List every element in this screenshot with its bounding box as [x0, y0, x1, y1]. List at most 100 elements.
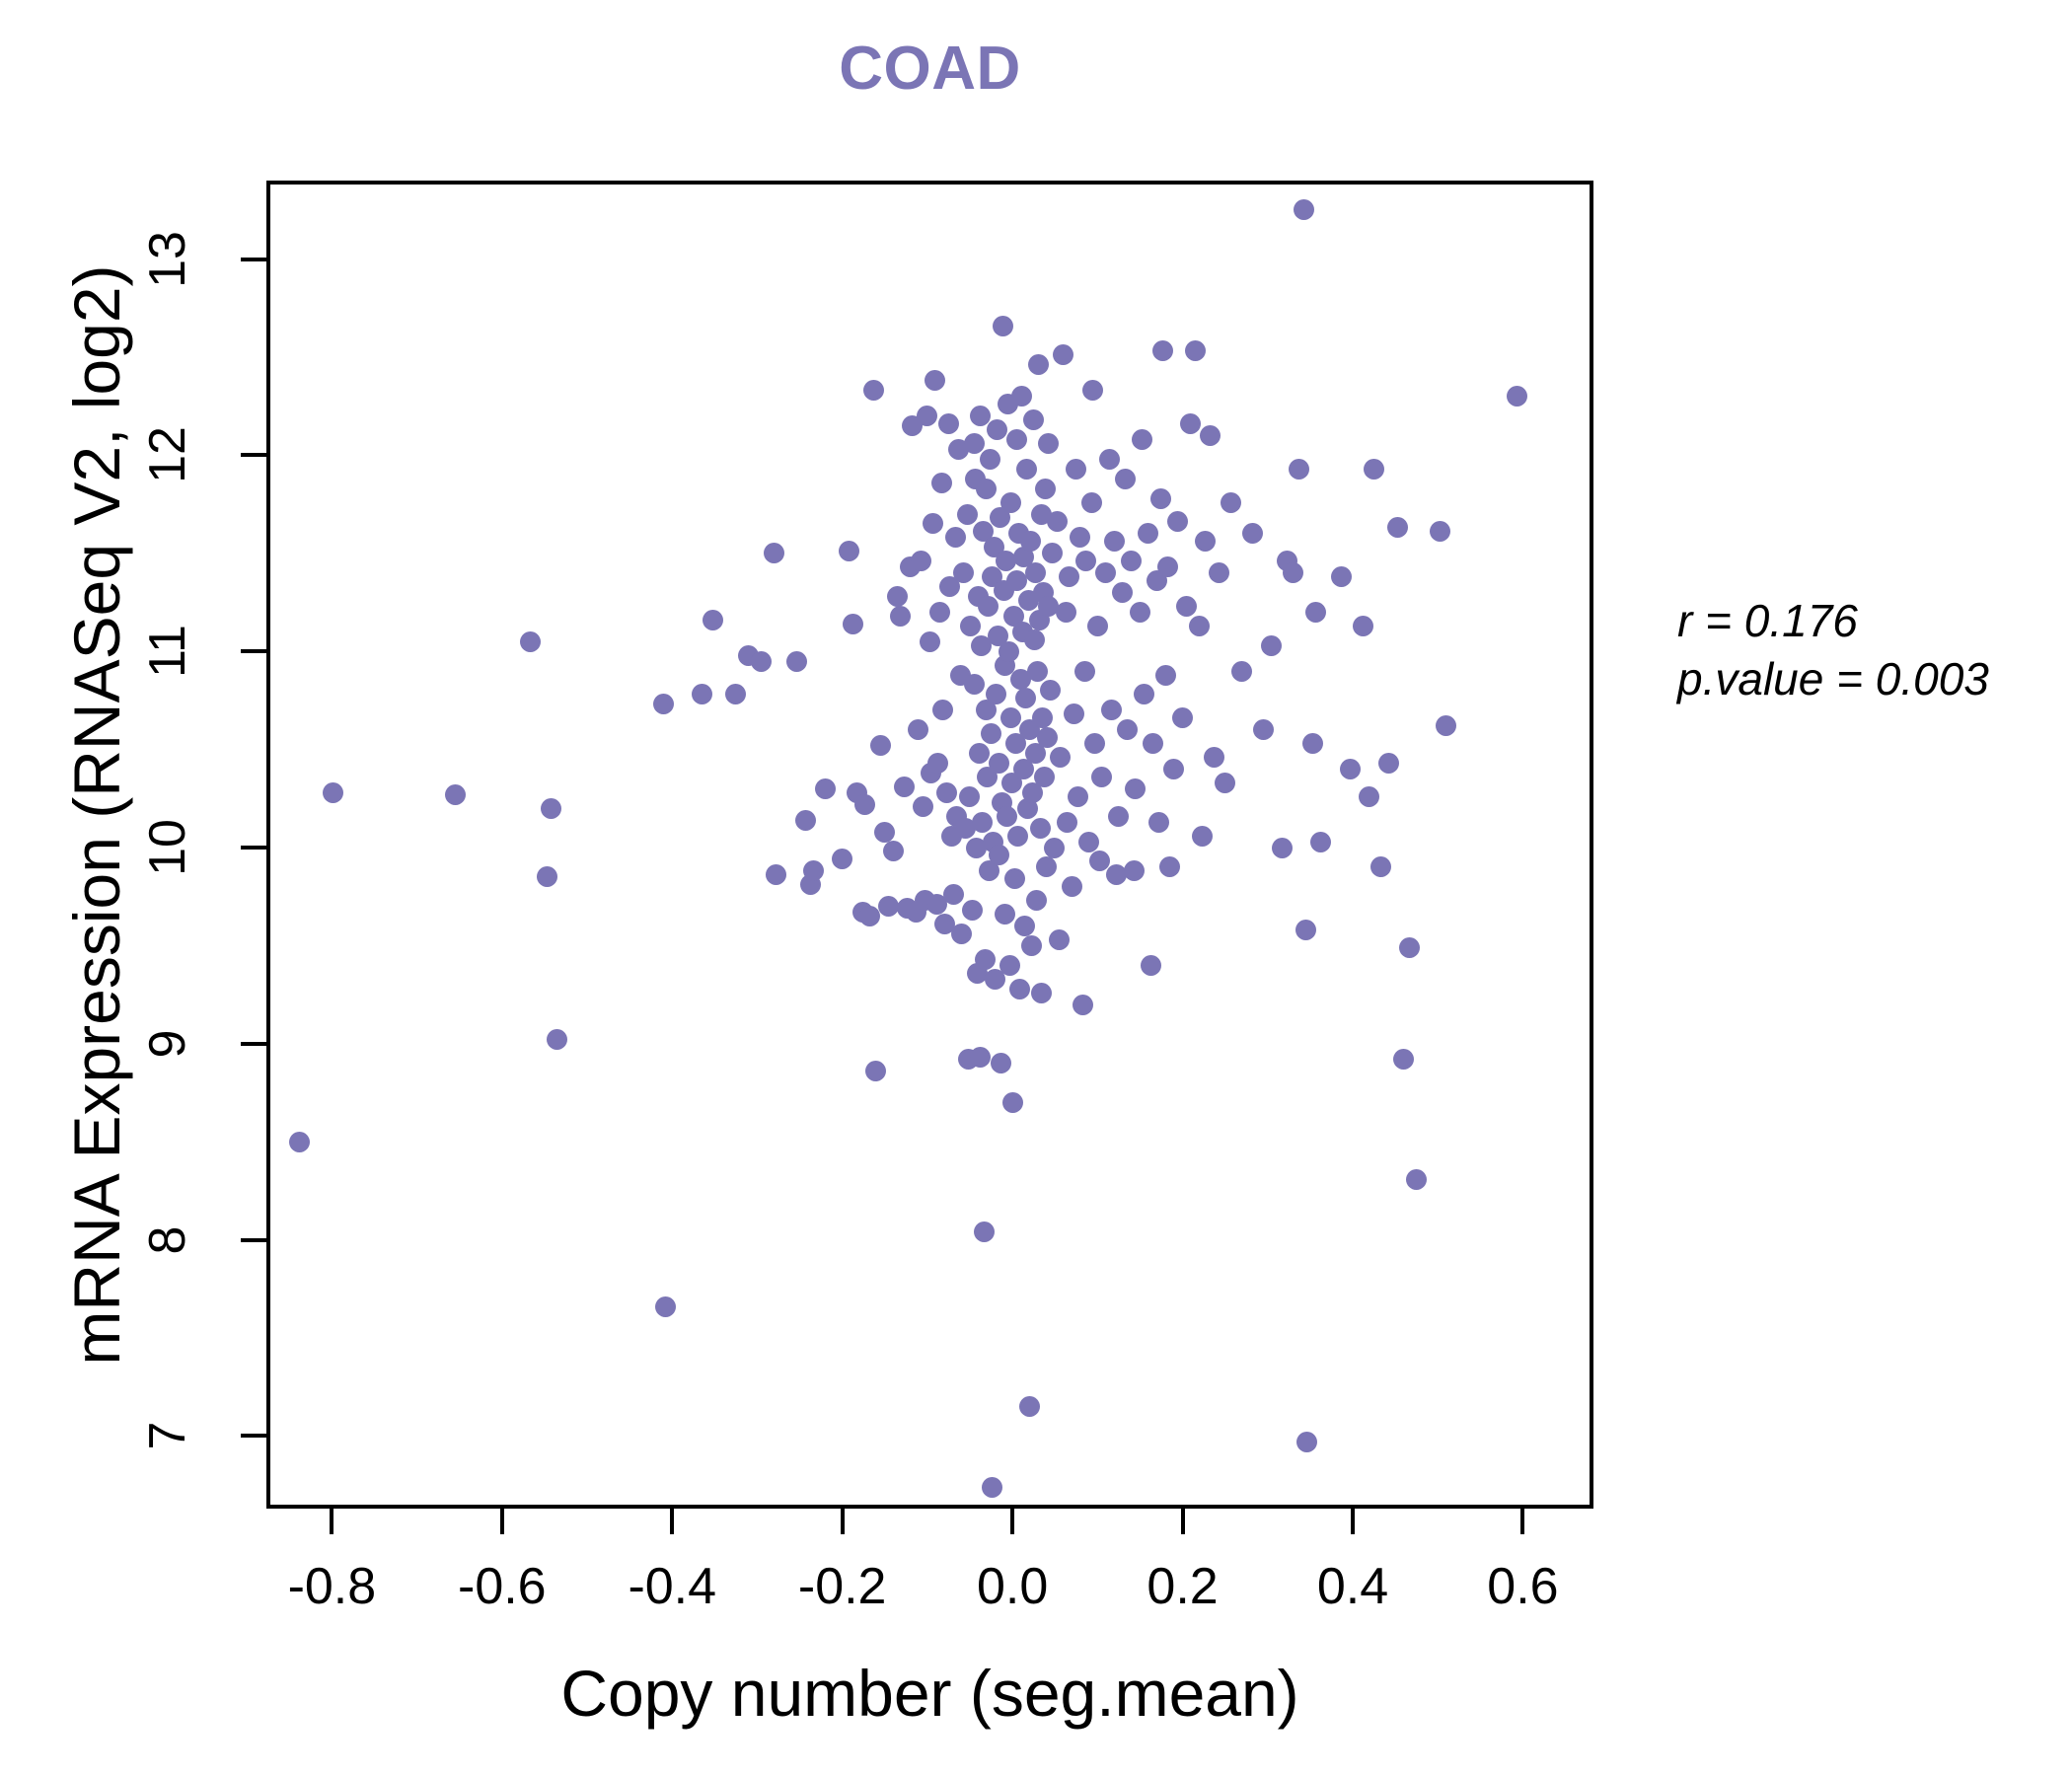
- data-point: [547, 1029, 568, 1051]
- data-point: [1129, 601, 1150, 623]
- data-point: [1506, 386, 1527, 407]
- data-point: [1220, 491, 1241, 513]
- data-point: [1339, 758, 1361, 779]
- data-point: [1429, 521, 1450, 543]
- data-point: [1067, 785, 1088, 807]
- data-point: [873, 821, 895, 843]
- data-point: [1191, 825, 1213, 847]
- data-point: [1026, 890, 1048, 912]
- data-point: [930, 472, 952, 493]
- data-point: [889, 605, 911, 627]
- data-point: [1055, 601, 1076, 623]
- data-point: [973, 521, 994, 543]
- data-point: [288, 1131, 310, 1152]
- data-point: [1214, 772, 1235, 793]
- data-point: [991, 1053, 1012, 1074]
- y-tick-mark: [241, 257, 266, 261]
- data-point: [1200, 424, 1221, 446]
- data-point: [1040, 680, 1062, 702]
- data-point: [882, 841, 904, 862]
- data-point: [966, 837, 988, 858]
- data-point: [951, 923, 973, 944]
- x-tick-label: -0.4: [628, 1558, 717, 1615]
- data-point: [976, 478, 998, 499]
- data-point: [1330, 566, 1352, 588]
- data-point: [956, 503, 978, 525]
- x-axis-title: Copy number (seg.mean): [560, 1657, 1299, 1730]
- data-point: [1034, 478, 1056, 499]
- data-point: [794, 809, 816, 831]
- data-point: [1012, 758, 1034, 779]
- data-point: [1176, 595, 1198, 617]
- data-point: [929, 601, 951, 623]
- data-point: [1077, 831, 1099, 852]
- data-point: [1037, 595, 1059, 617]
- x-tick-mark: [840, 1509, 845, 1534]
- data-point: [1082, 380, 1104, 402]
- data-point: [1398, 936, 1420, 958]
- data-point: [972, 811, 994, 833]
- x-tick-mark: [499, 1509, 504, 1534]
- data-point: [652, 694, 674, 715]
- data-point: [1000, 491, 1022, 513]
- data-point: [982, 1476, 1003, 1498]
- y-tick-label: 11: [139, 625, 196, 679]
- data-point: [1007, 825, 1029, 847]
- data-point: [1005, 428, 1027, 450]
- data-point: [1030, 503, 1052, 525]
- data-point: [1086, 615, 1108, 636]
- data-point: [1121, 551, 1143, 572]
- data-point: [869, 735, 891, 757]
- data-point: [1167, 511, 1189, 533]
- data-point: [1016, 797, 1038, 819]
- data-point: [1112, 582, 1134, 604]
- x-tick-label: -0.6: [458, 1558, 547, 1615]
- data-point: [1369, 856, 1391, 878]
- data-point: [998, 640, 1019, 662]
- y-tick-mark: [241, 649, 266, 654]
- x-tick-mark: [1180, 1509, 1185, 1534]
- p-value: p.value = 0.003: [1677, 652, 1989, 704]
- data-point: [1031, 982, 1053, 1003]
- data-point: [912, 795, 933, 817]
- data-point: [979, 860, 1000, 882]
- data-point: [1195, 531, 1217, 553]
- data-point: [1023, 629, 1045, 650]
- y-tick-label: 10: [139, 819, 196, 876]
- data-point: [970, 1047, 992, 1069]
- data-point: [1171, 707, 1193, 729]
- data-point: [1022, 409, 1044, 431]
- data-point: [997, 805, 1018, 827]
- data-point: [859, 906, 881, 927]
- data-point: [766, 864, 787, 886]
- data-point: [992, 315, 1013, 336]
- data-point: [1080, 491, 1102, 513]
- data-point: [1029, 817, 1051, 839]
- data-point: [911, 551, 932, 572]
- data-point: [1090, 766, 1112, 787]
- x-tick-mark: [670, 1509, 675, 1534]
- data-point: [1189, 615, 1210, 636]
- data-point: [1392, 1049, 1414, 1071]
- data-point: [1133, 684, 1154, 705]
- data-point: [1252, 719, 1274, 741]
- data-point: [1123, 860, 1145, 882]
- y-tick-mark: [241, 1434, 266, 1439]
- data-point: [1108, 805, 1130, 827]
- data-point: [1015, 688, 1037, 709]
- data-point: [1004, 733, 1026, 755]
- data-point: [1075, 551, 1097, 572]
- data-point: [1013, 547, 1035, 568]
- data-point: [1163, 758, 1185, 779]
- data-point: [862, 380, 884, 402]
- data-point: [520, 630, 542, 652]
- data-point: [1021, 934, 1043, 956]
- data-point: [935, 781, 957, 803]
- data-point: [1116, 719, 1138, 741]
- statistics-annotation: r = 0.176 p.value = 0.003: [1677, 592, 1989, 708]
- data-point: [1028, 354, 1050, 376]
- data-point: [971, 634, 993, 656]
- data-point: [1138, 523, 1159, 545]
- data-point: [978, 595, 999, 617]
- y-tick-mark: [241, 1041, 266, 1046]
